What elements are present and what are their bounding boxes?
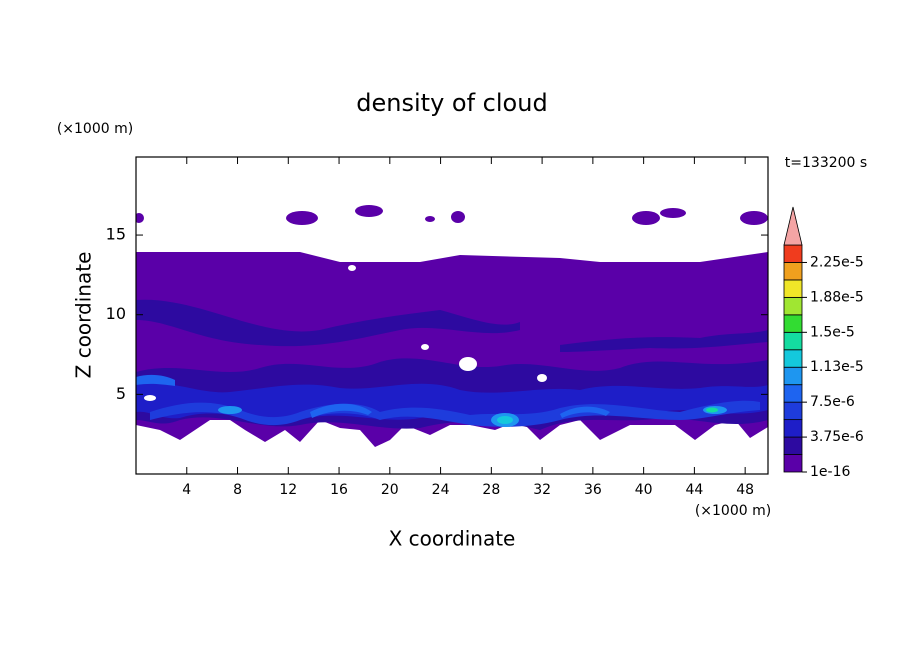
x-tick-label: 20 xyxy=(381,482,399,498)
colorbar-box xyxy=(783,454,803,473)
contour-field xyxy=(136,205,768,447)
contour-region xyxy=(310,403,372,418)
x-tick-label: 36 xyxy=(584,482,602,498)
contour-region xyxy=(740,211,768,225)
contour-region xyxy=(136,374,175,386)
colorbar-tick-label: 2.25e-5 xyxy=(810,254,864,270)
colorbar-box xyxy=(783,401,803,421)
chart-title: density of cloud xyxy=(356,89,547,117)
colorbar-box xyxy=(783,262,803,281)
x-tick-label: 4 xyxy=(182,482,191,498)
clear-region xyxy=(144,395,156,401)
x-tick-label: 48 xyxy=(736,482,754,498)
colorbar-tick-label: 1.88e-5 xyxy=(810,289,864,305)
colorbar-tick-label: 1.5e-5 xyxy=(810,324,855,340)
y-tick-label: 10 xyxy=(106,304,126,323)
x-tick-label: 24 xyxy=(432,482,450,498)
colorbar-box xyxy=(783,331,803,351)
y-axis-label: Z coordinate xyxy=(72,252,96,379)
colorbar-tick-label: 1.13e-5 xyxy=(810,359,864,375)
plot-frame xyxy=(135,156,769,475)
contour-region xyxy=(706,407,718,413)
x-tick-label: 32 xyxy=(533,482,551,498)
colorbar-box xyxy=(783,366,803,386)
contour-region xyxy=(451,211,465,223)
clear-region xyxy=(459,357,477,371)
x-tick-label: 44 xyxy=(685,482,703,498)
y-tick-label: 5 xyxy=(116,384,126,403)
clear-region xyxy=(348,265,356,271)
colorbar-tick-label: 1e-16 xyxy=(810,464,850,480)
x-tick-label: 8 xyxy=(233,482,242,498)
x-tick-label: 28 xyxy=(482,482,500,498)
colorbar-box xyxy=(783,419,803,438)
contour-region xyxy=(560,406,610,418)
contour-region xyxy=(218,406,242,414)
contour-region xyxy=(136,213,144,223)
colorbar-box xyxy=(783,436,803,455)
contour-region xyxy=(286,211,318,225)
contour-region xyxy=(632,211,660,225)
x-tick-label: 40 xyxy=(635,482,653,498)
colorbar-box xyxy=(783,349,803,368)
colorbar-tick-label: 3.75e-6 xyxy=(810,429,864,445)
y-tick-label: 15 xyxy=(106,225,126,244)
y-unit: (×1000 m) xyxy=(57,121,133,137)
colorbar-box xyxy=(783,279,803,298)
contour-region xyxy=(560,330,768,352)
contour-region xyxy=(355,205,383,217)
annotation: t=133200 s xyxy=(785,155,867,171)
contour-region xyxy=(660,208,686,218)
colorbar-box xyxy=(783,384,803,403)
colorbar-extend xyxy=(783,206,803,246)
contour-region xyxy=(150,400,760,427)
colorbar-box xyxy=(783,314,803,333)
colorbar-box xyxy=(783,296,803,316)
clear-region xyxy=(537,374,547,382)
colorbar-box xyxy=(783,244,803,263)
contour-region xyxy=(497,416,513,424)
contour-region xyxy=(425,216,435,222)
x-tick-label: 12 xyxy=(279,482,297,498)
x-unit: (×1000 m) xyxy=(695,503,771,519)
contour-region xyxy=(136,299,520,347)
x-tick-label: 16 xyxy=(330,482,348,498)
x-axis-label: X coordinate xyxy=(389,527,516,551)
clear-region xyxy=(421,344,429,350)
colorbar-tick-label: 7.5e-6 xyxy=(810,394,855,410)
